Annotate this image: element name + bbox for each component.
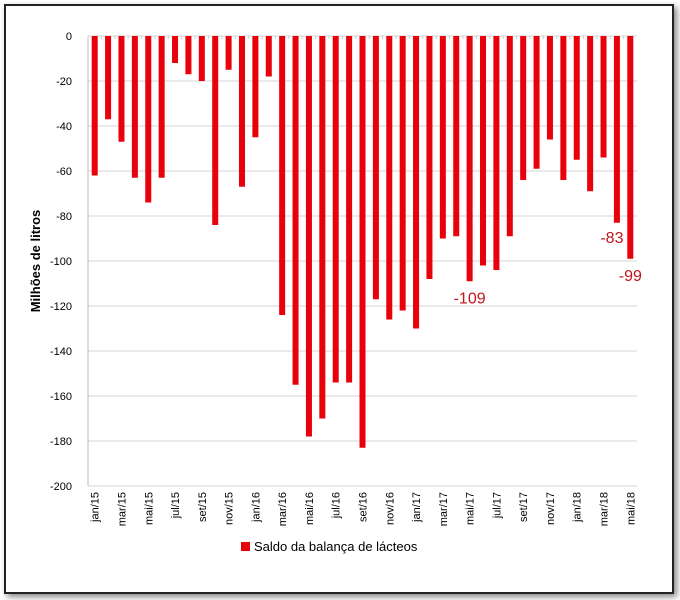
bar-mai/16 [305, 36, 312, 437]
bar-ago/16 [346, 36, 353, 383]
bar-mai/15 [145, 36, 152, 203]
bar-fev/17 [426, 36, 433, 279]
x-tick-label: jul/16 [331, 492, 343, 519]
x-tick-label: jul/17 [491, 492, 503, 519]
bar-nov/17 [546, 36, 553, 140]
bar-mar/16 [279, 36, 286, 315]
data-label: -99 [619, 268, 642, 285]
bar-mai/17 [466, 36, 473, 282]
bar-fev/18 [587, 36, 594, 192]
x-tick-label: mar/15 [116, 492, 128, 526]
bar-dez/17 [560, 36, 567, 180]
y-tick-label: -40 [56, 121, 72, 133]
bar-jan/17 [413, 36, 420, 329]
x-tick-label: jan/16 [250, 492, 262, 523]
bar-nov/15 [225, 36, 232, 70]
y-tick-label: -160 [50, 391, 72, 403]
y-tick-label: -140 [50, 346, 72, 358]
bar-dez/16 [399, 36, 406, 311]
bar-ago/17 [506, 36, 513, 237]
y-tick-label: -60 [56, 166, 72, 178]
y-tick-label: -120 [50, 301, 72, 313]
x-tick-label: mar/16 [277, 492, 289, 526]
bar-jul/15 [172, 36, 179, 63]
x-tick-label: jul/15 [170, 492, 182, 519]
bar-set/17 [520, 36, 527, 180]
bar-out/17 [533, 36, 540, 169]
bar-abr/18 [613, 36, 620, 223]
bar-out/15 [212, 36, 219, 225]
bar-mar/18 [600, 36, 607, 158]
bar-jun/15 [158, 36, 165, 178]
bar-fev/15 [105, 36, 112, 120]
x-tick-label: jan/18 [572, 492, 584, 523]
y-tick-label: -200 [50, 481, 72, 493]
x-tick-label: mar/17 [438, 492, 450, 526]
x-tick-label: mai/18 [625, 492, 637, 525]
bar-set/16 [359, 36, 366, 448]
bar-jan/18 [573, 36, 580, 160]
y-tick-label: -100 [50, 256, 72, 268]
legend-label: Saldo da balança de lácteos [254, 539, 418, 554]
x-tick-label: mai/15 [143, 492, 155, 525]
data-label: -83 [600, 230, 623, 247]
bar-jan/16 [252, 36, 259, 138]
x-tick-label: set/16 [358, 492, 370, 522]
bar-jul/17 [493, 36, 500, 270]
bar-jun/17 [480, 36, 487, 266]
x-tick-label: jan/17 [411, 492, 423, 523]
y-tick-label: -20 [56, 76, 72, 88]
bar-abr/17 [453, 36, 460, 237]
bar-jul/16 [332, 36, 339, 383]
bar-mar/17 [439, 36, 446, 239]
y-tick-label: -180 [50, 436, 72, 448]
data-label: -109 [454, 290, 486, 307]
x-tick-label: mai/16 [304, 492, 316, 525]
x-tick-label: set/15 [197, 492, 209, 522]
y-tick-label: -80 [56, 211, 72, 223]
bar-out/16 [372, 36, 379, 300]
x-tick-label: set/17 [518, 492, 530, 522]
legend-swatch [241, 542, 250, 551]
bar-ago/15 [185, 36, 192, 75]
bar-jan/15 [91, 36, 98, 176]
y-axis-title: Milhões de litros [28, 210, 43, 313]
x-tick-label: mar/18 [599, 492, 611, 526]
x-tick-label: nov/16 [384, 492, 396, 525]
bar-abr/16 [292, 36, 299, 385]
x-tick-label: mai/17 [465, 492, 477, 525]
x-tick-label: nov/15 [224, 492, 236, 525]
x-tick-label: nov/17 [545, 492, 557, 525]
bar-dez/15 [238, 36, 245, 187]
bar-set/15 [198, 36, 205, 81]
bar-nov/16 [386, 36, 393, 320]
bar-fev/16 [265, 36, 272, 77]
bar-jun/16 [319, 36, 326, 419]
bar-abr/15 [131, 36, 138, 178]
bar-mai/18 [627, 36, 634, 259]
y-tick-label: 0 [66, 31, 72, 43]
bar-mar/15 [118, 36, 125, 142]
x-tick-label: jan/15 [90, 492, 102, 523]
